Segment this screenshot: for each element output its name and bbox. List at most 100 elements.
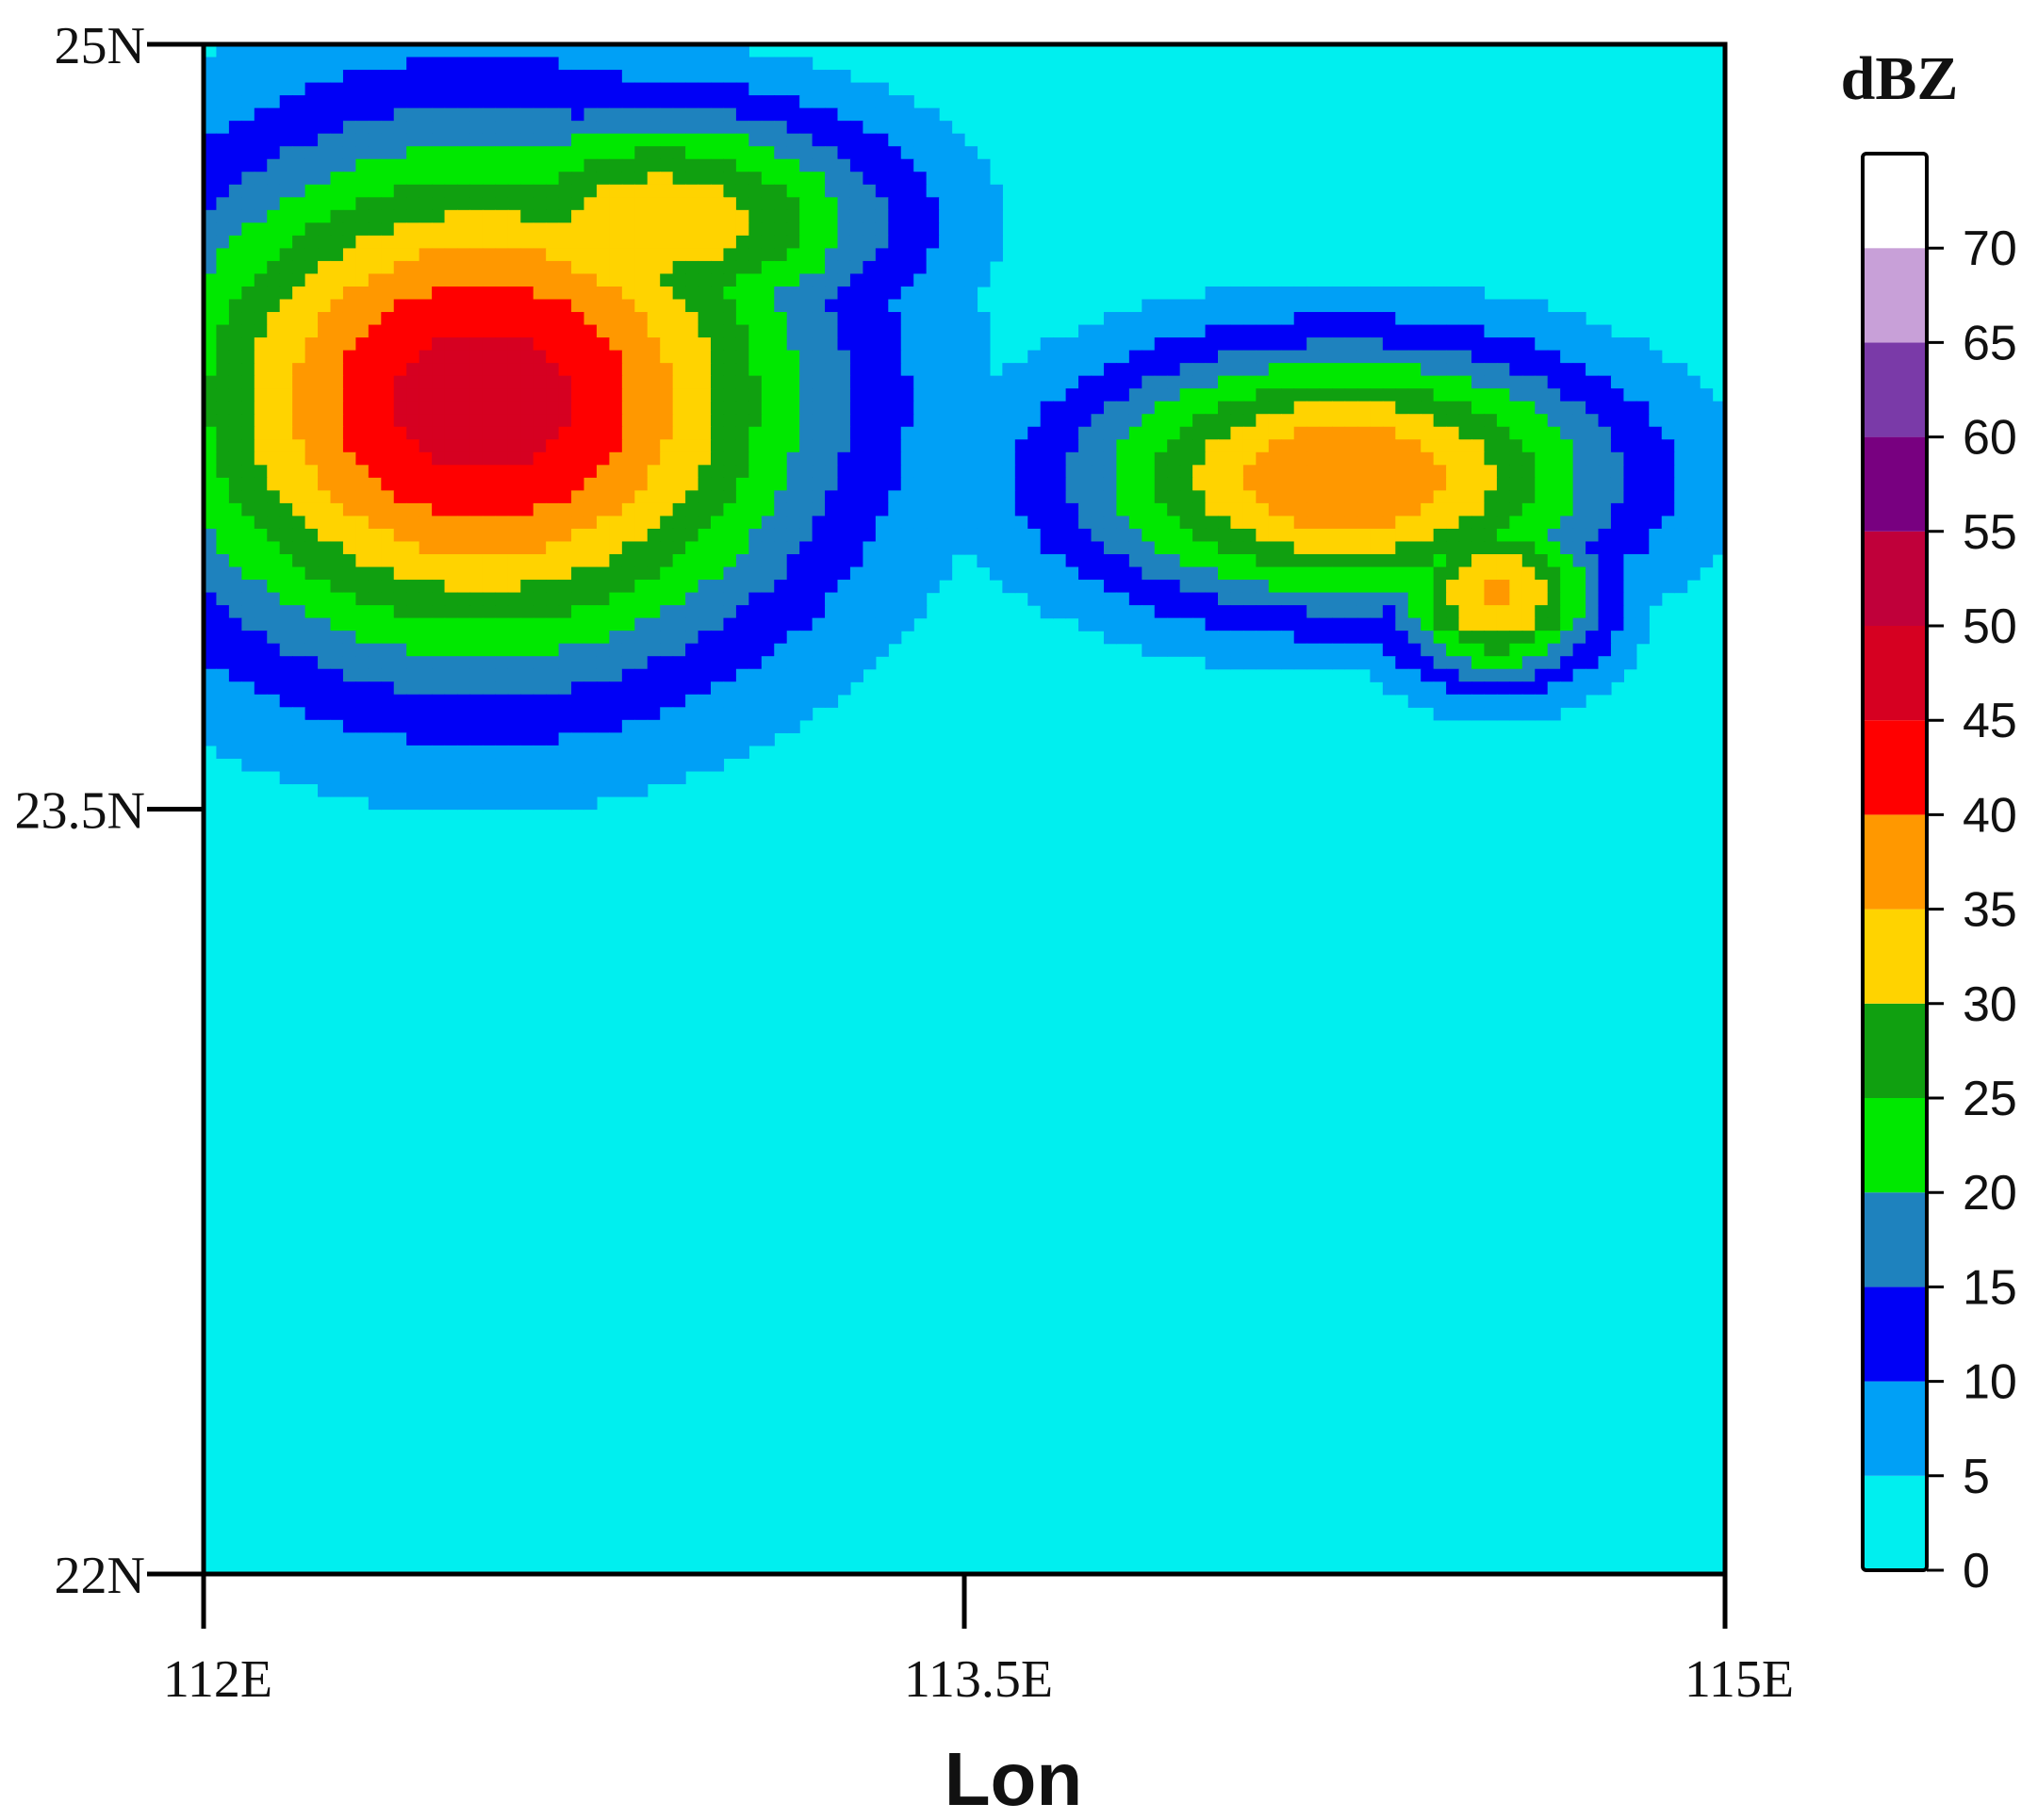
heatmap-cell	[393, 694, 407, 708]
heatmap-cell	[1598, 592, 1612, 606]
heatmap-cell	[292, 592, 306, 606]
heatmap-cell	[1344, 617, 1358, 631]
heatmap-cell	[1356, 656, 1371, 670]
heatmap-cell	[469, 401, 484, 415]
heatmap-cell	[1547, 465, 1561, 479]
heatmap-cell	[774, 516, 788, 530]
heatmap-cell	[989, 401, 1003, 415]
heatmap-cell	[267, 758, 281, 772]
heatmap-cell	[432, 770, 446, 785]
heatmap-cell	[495, 146, 509, 160]
heatmap-cell	[634, 605, 649, 619]
heatmap-cell	[1395, 401, 1409, 415]
heatmap-cell	[1293, 656, 1307, 670]
heatmap-cell	[926, 209, 940, 223]
heatmap-cell	[1281, 414, 1295, 428]
heatmap-cell	[1256, 643, 1270, 657]
heatmap-cell	[1293, 605, 1307, 619]
heatmap-cell	[216, 286, 230, 301]
heatmap-cell	[672, 82, 686, 96]
heatmap-cell	[1610, 528, 1624, 543]
heatmap-cell	[1154, 566, 1168, 581]
heatmap-cell	[1560, 426, 1574, 440]
heatmap-cell	[723, 528, 737, 543]
heatmap-cell	[964, 439, 978, 453]
heatmap-cell	[241, 605, 255, 619]
heatmap-cell	[1344, 592, 1358, 606]
heatmap-cell	[609, 439, 623, 453]
heatmap-cell	[672, 554, 686, 568]
heatmap-cell	[342, 732, 356, 746]
heatmap-cell	[1421, 439, 1435, 453]
heatmap-cell	[355, 745, 370, 760]
heatmap-cell	[698, 426, 712, 440]
heatmap-cell	[368, 631, 382, 645]
heatmap-cell	[913, 477, 928, 491]
heatmap-cell	[432, 184, 446, 198]
heatmap-cell	[812, 401, 826, 415]
heatmap-cell	[342, 566, 356, 581]
heatmap-cell	[748, 643, 763, 657]
heatmap-cell	[267, 605, 281, 619]
heatmap-cell	[381, 107, 395, 122]
heatmap-cell	[1053, 528, 1067, 543]
heatmap-cell	[786, 197, 800, 211]
heatmap-cell	[1268, 477, 1282, 491]
heatmap-cell	[812, 82, 826, 96]
heatmap-cell	[1154, 426, 1168, 440]
heatmap-cell	[609, 681, 623, 696]
heatmap-cell	[393, 248, 407, 262]
heatmap-cell	[1433, 554, 1447, 568]
heatmap-cell	[546, 490, 560, 504]
heatmap-cell	[216, 248, 230, 262]
heatmap-cell	[520, 770, 534, 785]
heatmap-cell	[964, 184, 978, 198]
heatmap-cell	[723, 617, 737, 631]
heatmap-cell	[939, 337, 953, 352]
heatmap-cell	[875, 235, 889, 250]
heatmap-cell	[457, 273, 471, 287]
heatmap-cell	[964, 235, 978, 250]
heatmap-cell	[672, 681, 686, 696]
heatmap-cell	[1598, 439, 1612, 453]
heatmap-cell	[1205, 414, 1219, 428]
heatmap-cell	[342, 516, 356, 530]
heatmap-cell	[1128, 465, 1142, 479]
heatmap-cell	[761, 248, 775, 262]
heatmap-cell	[1128, 516, 1142, 530]
heatmap-cell	[571, 107, 585, 122]
heatmap-cell	[1649, 541, 1663, 555]
heatmap-cell	[660, 299, 674, 313]
heatmap-cell	[1421, 516, 1435, 530]
heatmap-cell	[1484, 414, 1498, 428]
heatmap-cell	[228, 732, 242, 746]
heatmap-cell	[748, 107, 763, 122]
heatmap-cell	[1496, 465, 1510, 479]
heatmap-cell	[1509, 324, 1523, 338]
heatmap-cell	[1572, 426, 1586, 440]
heatmap-cell	[1040, 451, 1054, 466]
heatmap-cell	[1154, 439, 1168, 453]
heatmap-cell	[1116, 554, 1130, 568]
heatmap-cell	[304, 656, 319, 670]
heatmap-cell	[1446, 681, 1460, 696]
heatmap-cell	[1370, 312, 1384, 326]
heatmap-cell	[495, 795, 509, 811]
heatmap-cell	[381, 490, 395, 504]
heatmap-cell	[711, 719, 725, 733]
heatmap-cell	[457, 707, 471, 721]
heatmap-cell	[900, 554, 914, 568]
heatmap-cell	[698, 337, 712, 352]
heatmap-cell	[621, 107, 635, 122]
heatmap-cell	[875, 172, 889, 186]
heatmap-cell	[254, 146, 268, 160]
heatmap-cell	[1407, 694, 1422, 708]
heatmap-cell	[609, 783, 623, 797]
heatmap-cell	[267, 286, 281, 301]
heatmap-cell	[799, 631, 814, 645]
heatmap-cell	[634, 451, 649, 466]
heatmap-cell	[672, 324, 686, 338]
heatmap-cell	[698, 44, 712, 58]
heatmap-cell	[1091, 566, 1105, 581]
heatmap-cell	[672, 541, 686, 555]
